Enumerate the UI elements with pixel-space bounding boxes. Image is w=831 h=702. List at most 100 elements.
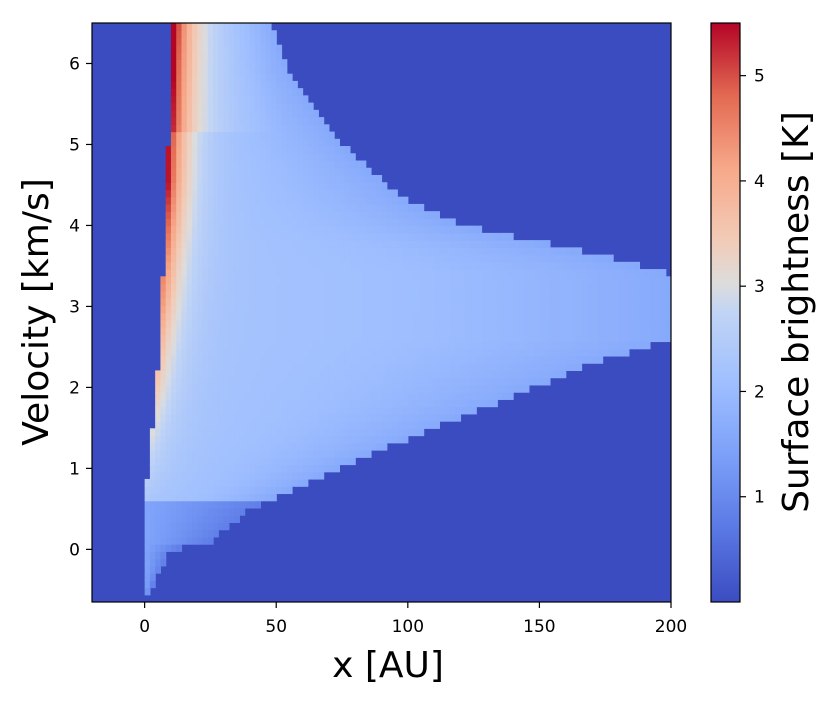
heatmap-cell — [181, 225, 188, 234]
heatmap-cell — [218, 232, 225, 241]
heatmap-cell — [255, 413, 262, 422]
heatmap-cell — [613, 276, 619, 285]
heatmap-cell — [213, 421, 219, 429]
heatmap-cell — [318, 290, 325, 299]
heatmap-cell — [639, 305, 646, 314]
heatmap-cell — [386, 218, 393, 227]
heatmap-cell — [386, 312, 393, 321]
heatmap-cell — [302, 167, 309, 176]
heatmap-cell — [486, 240, 493, 248]
heatmap-cell — [444, 384, 451, 393]
heatmap-cell — [255, 117, 262, 125]
heatmap-cell — [402, 413, 409, 422]
heatmap-cell — [255, 37, 262, 46]
heatmap-cell — [539, 326, 546, 335]
heatmap-cell — [376, 254, 383, 263]
heatmap-cell — [260, 326, 267, 335]
heatmap-cell — [176, 290, 183, 299]
heatmap-cell — [313, 406, 319, 415]
heatmap-cell — [397, 312, 404, 321]
heatmap-cell — [186, 174, 193, 183]
heatmap-cell — [176, 261, 183, 270]
heatmap-cell — [218, 73, 225, 82]
heatmap-cell — [265, 290, 272, 299]
heatmap-cell — [170, 515, 177, 523]
heatmap-cell — [165, 522, 172, 531]
heatmap-cell — [213, 283, 219, 292]
heatmap-cell — [623, 283, 630, 292]
heatmap-cell — [170, 529, 177, 538]
heatmap-cell — [613, 261, 619, 270]
heatmap-cell — [260, 428, 267, 437]
heatmap-cell — [297, 413, 304, 422]
heatmap-cell — [213, 225, 219, 234]
heatmap-cell — [281, 413, 288, 422]
heatmap-cell — [213, 254, 219, 263]
heatmap-cell — [286, 182, 293, 191]
heatmap-cell — [286, 319, 293, 328]
heatmap-cell — [197, 51, 204, 60]
heatmap-cell — [428, 312, 435, 321]
heatmap-cell — [292, 109, 298, 118]
heatmap-cell — [518, 247, 525, 256]
heatmap-cell — [307, 124, 314, 133]
heatmap-cell — [265, 399, 272, 408]
heatmap-cell — [428, 334, 435, 343]
heatmap-cell — [665, 326, 671, 335]
heatmap-cell — [181, 305, 188, 314]
heatmap-cell — [160, 421, 167, 429]
heatmap-cell — [176, 319, 183, 328]
heatmap-cell — [186, 435, 193, 444]
heatmap-cell — [265, 486, 272, 495]
heatmap-cell — [181, 406, 188, 415]
heatmap-cell — [170, 254, 177, 263]
heatmap-cell — [534, 261, 541, 270]
heatmap-cell — [181, 515, 188, 523]
heatmap-cell — [170, 507, 177, 516]
heatmap-cell — [397, 435, 404, 444]
heatmap-cell — [218, 486, 225, 495]
heatmap-cell — [334, 319, 340, 328]
heatmap-cell — [376, 247, 383, 256]
heatmap-cell — [276, 305, 283, 314]
heatmap-cell — [318, 384, 325, 393]
heatmap-cell — [418, 377, 425, 386]
heatmap-cell — [223, 413, 230, 422]
heatmap-cell — [439, 355, 446, 364]
heatmap-cell — [202, 413, 209, 422]
heatmap-cell — [539, 269, 546, 277]
heatmap-cell — [313, 326, 319, 335]
heatmap-cell — [255, 30, 262, 39]
heatmap-cell — [202, 174, 209, 183]
heatmap-cell — [370, 261, 377, 270]
heatmap-cell — [292, 95, 298, 104]
heatmap-cell — [592, 355, 598, 364]
heatmap-cell — [476, 312, 483, 321]
heatmap-cell — [660, 290, 667, 299]
heatmap-cell — [313, 298, 319, 306]
heatmap-cell — [413, 392, 419, 400]
heatmap-cell — [386, 211, 393, 220]
heatmap-cell — [497, 254, 504, 263]
heatmap-cell — [292, 160, 298, 169]
heatmap-cell — [513, 254, 519, 263]
heatmap-cell — [265, 406, 272, 415]
heatmap-cell — [292, 399, 298, 408]
heatmap-cell — [276, 355, 283, 364]
heatmap-cell — [260, 167, 267, 176]
heatmap-cell — [355, 254, 362, 263]
heatmap-cell — [202, 319, 209, 328]
heatmap-cell — [434, 392, 440, 400]
heatmap-cell — [239, 196, 246, 205]
heatmap-cell — [392, 298, 398, 306]
heatmap-cell — [202, 478, 209, 487]
colorbar-label: Surface brightness [K] — [776, 111, 817, 513]
heatmap-cell — [370, 377, 377, 386]
heatmap-cell — [307, 232, 314, 241]
heatmap-cell — [339, 218, 346, 227]
heatmap-cell — [297, 442, 304, 451]
heatmap-cell — [186, 442, 193, 451]
heatmap-cell — [502, 363, 509, 371]
heatmap-cell — [644, 326, 651, 335]
heatmap-cell — [460, 305, 467, 314]
